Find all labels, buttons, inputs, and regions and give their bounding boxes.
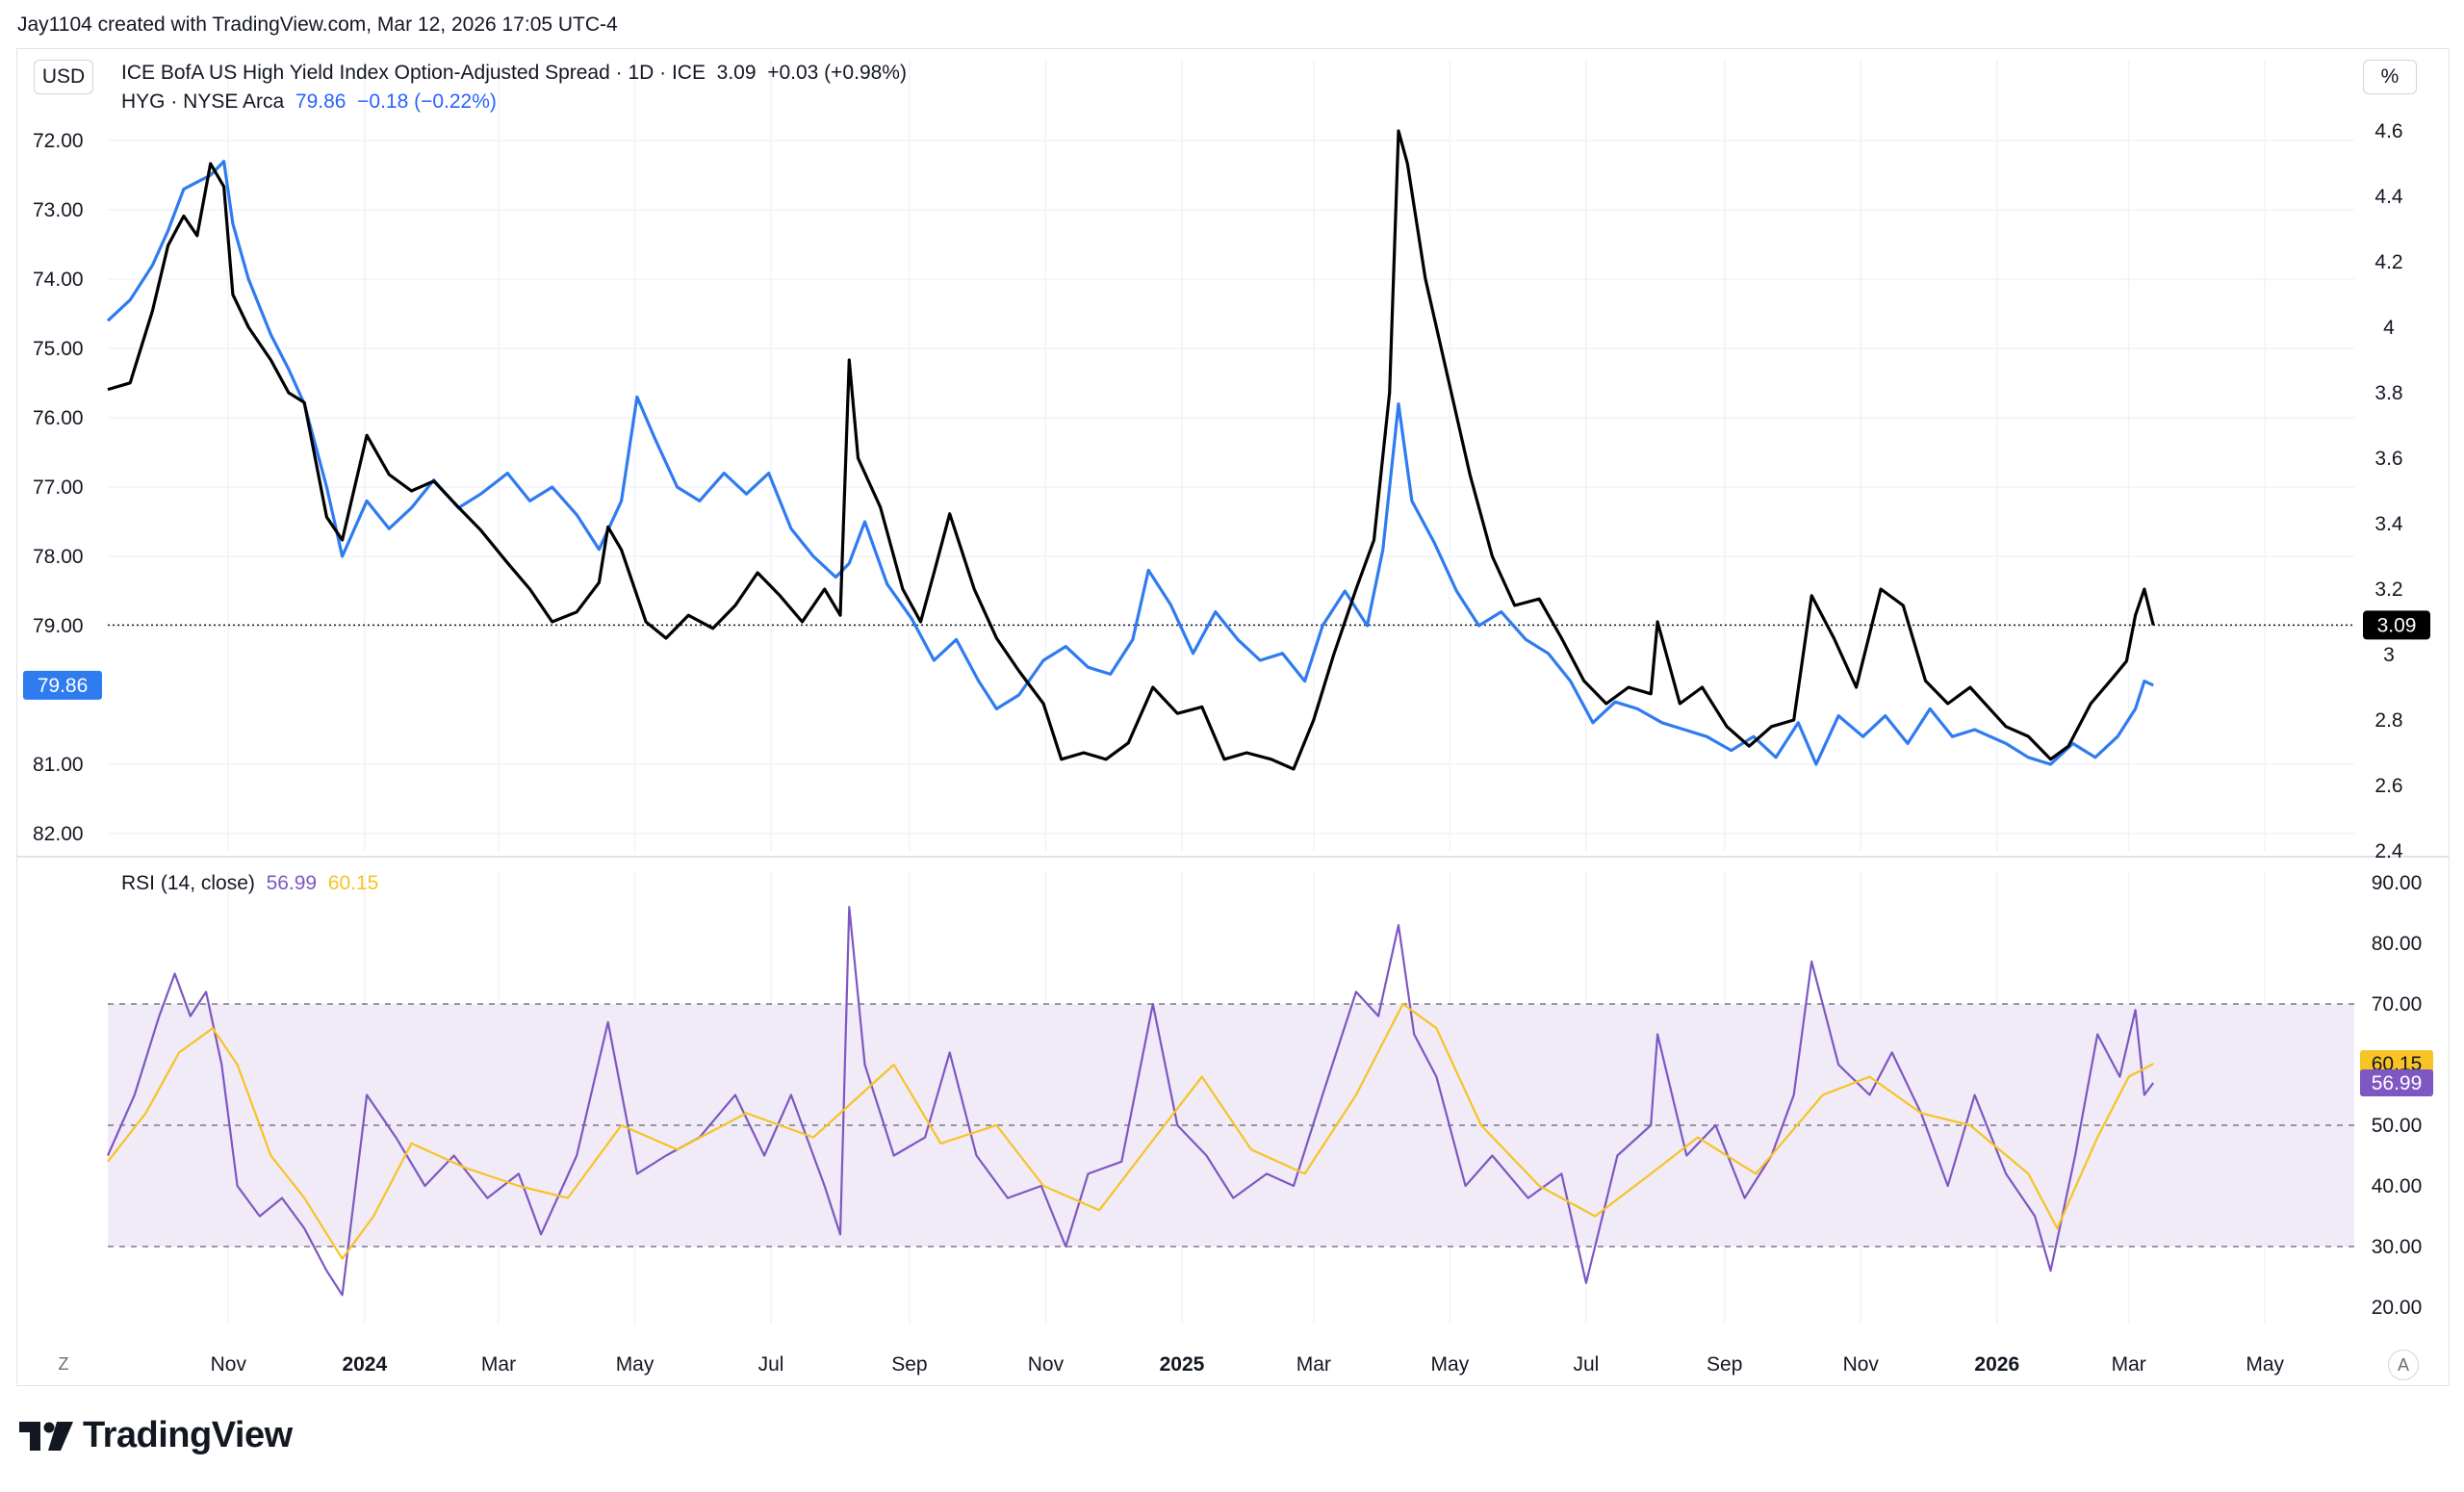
main-series-change: +0.03 (+0.98%) [767,62,907,84]
chart-frame [16,48,2450,1386]
spread-last-value-tag [2363,610,2430,640]
rsi-axis-tick-label: 30.00 [2372,1236,2423,1258]
tradingview-logo-text: TradingView [83,1415,293,1455]
right-axis-tick-label: 3.4 [2374,513,2403,535]
x-axis-tick-label: Jul [1573,1353,1599,1376]
x-axis-tick-label: 2024 [342,1353,387,1376]
x-axis-tick-label: Nov [211,1353,247,1376]
left-axis-tick-label: 81.00 [33,754,84,776]
rsi-axis-tick-label: 80.00 [2372,933,2423,955]
right-axis-tick-label: 4.4 [2374,186,2403,208]
left-axis-tick-label: 73.00 [33,199,84,221]
left-axis-tick-label: 82.00 [33,823,84,845]
hyg-last-value-tag [23,670,102,700]
x-axis-tick-label: May [1431,1353,1470,1376]
left-axis-tick-label: 74.00 [33,269,84,291]
currency-selector-button[interactable]: USD [34,60,93,94]
right-axis-tick-label: 4 [2383,317,2395,339]
tradingview-logo-icon [19,1421,73,1451]
rsi-axis-tick-label: 20.00 [2372,1297,2423,1319]
main-series-value: 3.09 [716,62,757,84]
right-axis-tick-label: 2.8 [2374,709,2402,732]
hyg-series-change: −0.18 (−0.22%) [357,90,497,113]
x-axis-tick-label: Sep [891,1353,927,1376]
rsi-title: RSI (14, close) [121,872,255,894]
right-axis-tick-label: 2.4 [2374,840,2403,862]
rsi-line [106,906,2155,1297]
hyg-series-legend[interactable]: HYG · NYSE Arca 79.86 −0.18 (−0.22%) [121,90,497,114]
x-axis-tick-label: Mar [481,1353,516,1376]
right-axis-tick-label: 3.8 [2374,382,2402,404]
x-axis-tick-label: 2026 [1974,1353,2019,1376]
rsi-axis-tick-label: 50.00 [2372,1115,2423,1137]
left-axis-tick-label: 72.00 [33,130,84,152]
x-axis-tick-label: Nov [1843,1353,1880,1376]
right-axis-tick-label: 2.6 [2374,775,2402,797]
main-series-legend[interactable]: ICE BofA US High Yield Index Option-Adju… [121,62,907,85]
x-axis-tick-label: Mar [1296,1353,1331,1376]
chart-credit: Jay1104 created with TradingView.com, Ma… [17,13,618,36]
auto-scale-icon[interactable]: A [2388,1350,2419,1380]
x-axis-tick-label: Mar [2112,1353,2146,1376]
spread-last-value-text: 3.09 [2377,614,2417,636]
rsi-value: 56.99 [266,872,318,894]
x-axis-tick-label: May [2246,1353,2284,1376]
rsi-axis-tick-label: 70.00 [2372,993,2423,1016]
right-axis-tick-label: 4.2 [2374,251,2402,273]
rsi-axis-tick-label: 90.00 [2372,872,2423,894]
left-axis-tick-label: 75.00 [33,338,84,360]
rsi-last-text: 56.99 [2372,1072,2423,1094]
right-axis-tick-label: 3.2 [2374,579,2402,601]
right-axis-tick-label: 3.6 [2374,448,2402,470]
hyg-series-value: 79.86 [295,90,346,113]
rsi-legend[interactable]: RSI (14, close) 56.99 60.15 [121,872,378,895]
right-axis-tick-label: 4.6 [2374,120,2402,142]
x-axis-tick-label: Sep [1707,1353,1742,1376]
x-axis-tick-label: 2025 [1160,1353,1205,1376]
left-axis-tick-label: 76.00 [33,407,84,429]
main-series-title: ICE BofA US High Yield Index Option-Adju… [121,62,706,84]
rsi-ma-line [107,1002,2154,1260]
left-axis-tick-label: 77.00 [33,476,84,499]
rsi-axis-tick-label: 40.00 [2372,1175,2423,1197]
hyg-series-line [106,160,2154,766]
x-axis-tick-label: May [616,1353,654,1376]
left-axis-tick-label: 78.00 [33,546,84,568]
rsi-last-tag [2360,1068,2433,1096]
tradingview-logo[interactable]: TradingView [19,1415,293,1456]
right-axis-tick-label: 3 [2383,644,2395,666]
percent-scale-button[interactable]: % [2363,60,2417,94]
chart-canvas[interactable]: Nov 2024 Mar May Jul Sep Nov 2025 Mar May Jul Sep No… [0,0,2464,1396]
left-axis-tick-label: 79.00 [33,615,84,637]
zoom-icon[interactable]: Z [58,1354,69,1374]
x-axis-tick-label: Jul [758,1353,784,1376]
spread-series-line [107,129,2155,771]
rsi-ma-value: 60.15 [327,872,379,894]
x-axis-tick-label: Nov [1028,1353,1065,1376]
hyg-last-value-text: 79.86 [38,675,89,697]
hyg-series-title: HYG · NYSE Arca [121,90,285,113]
